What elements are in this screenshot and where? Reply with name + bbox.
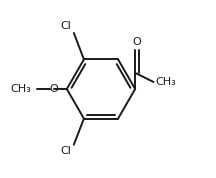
Text: Cl: Cl	[61, 21, 72, 31]
Text: CH₃: CH₃	[10, 84, 31, 94]
Text: O: O	[133, 37, 141, 47]
Text: CH₃: CH₃	[156, 77, 176, 87]
Text: Cl: Cl	[61, 146, 72, 156]
Text: O: O	[50, 84, 59, 94]
